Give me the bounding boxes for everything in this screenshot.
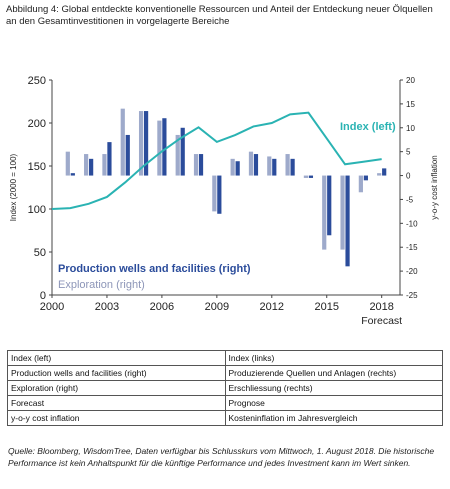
production-bar [180, 127, 185, 176]
production-bar [217, 175, 222, 214]
x-tick-label: 2000 [40, 301, 64, 313]
right-tick-label: 5 [406, 148, 411, 157]
x-tick-label: 2018 [369, 301, 393, 313]
table-cell-de: Erschliessung (rechts) [224, 380, 443, 396]
production-bar [107, 142, 112, 176]
production-bar [125, 134, 130, 176]
x-tick-label: 2003 [95, 301, 119, 313]
right-tick-label: 10 [406, 124, 415, 133]
x-tick-label: 2009 [205, 301, 229, 313]
chart: 0 50 100 150 200 250 -25 -20 -15 -10 -5 0 5 10 15 20 200… [9, 75, 439, 327]
table-row: Forecast Prognose [7, 395, 443, 411]
production-bar [382, 168, 387, 176]
exploration-bar [175, 134, 180, 176]
index-line-label: Index (left) [340, 121, 396, 133]
left-tick-label: 200 [28, 118, 46, 130]
figure-title: Abbildung 4: Global entdeckte konvention… [6, 4, 433, 27]
right-tick-label: 0 [406, 172, 411, 181]
right-tick-label: 20 [406, 76, 415, 85]
exploration-bar [65, 151, 70, 176]
production-bar [327, 175, 332, 236]
left-tick-label: 150 [28, 161, 46, 173]
left-tick-label: 100 [28, 204, 46, 216]
exploration-bar [285, 154, 290, 176]
table-row: Production wells and facilities (right) … [7, 365, 443, 381]
production-bar [235, 161, 240, 176]
table-cell-en: Production wells and facilities (right) [7, 365, 226, 381]
production-bar [70, 173, 75, 176]
production-bar [290, 158, 295, 176]
forecast-label: Forecast [361, 315, 402, 327]
table-cell-de: Index (links) [224, 350, 443, 366]
exploration-bar [212, 175, 217, 212]
table-cell-en: Exploration (right) [7, 380, 226, 396]
exploration-series-label: Exploration (right) [58, 279, 145, 291]
table-cell-de: Prognose [224, 395, 443, 411]
table-cell-de: Produzierende Quellen und Anlagen (recht… [224, 365, 443, 381]
exploration-bar [267, 156, 272, 176]
table-row: Exploration (right) Erschliessung (recht… [7, 380, 443, 396]
left-axis-title: Index (2000 = 100) [9, 153, 18, 221]
exploration-bar [358, 175, 363, 193]
table-cell-en: Forecast [7, 395, 226, 411]
exploration-bar [157, 120, 162, 176]
exploration-bar [230, 158, 235, 176]
table-cell-en: Index (left) [7, 350, 226, 366]
exploration-bar [193, 154, 199, 176]
production-bar [198, 154, 204, 176]
production-bar [272, 158, 277, 176]
exploration-bar [303, 175, 309, 178]
production-bar [363, 175, 368, 181]
exploration-bar [102, 154, 107, 176]
production-bar [89, 158, 94, 176]
table-row: y-o-y cost inflation Kosteninflation im … [7, 410, 443, 426]
production-bar [345, 175, 350, 267]
exploration-bar [340, 175, 345, 250]
exploration-bar [322, 175, 327, 250]
production-bar [162, 118, 167, 176]
x-tick-label: 2012 [260, 301, 284, 313]
production-bar [143, 111, 149, 176]
exploration-bar [120, 108, 125, 176]
exploration-bar [248, 151, 254, 176]
right-tick-label: -25 [406, 291, 418, 300]
right-tick-label: -15 [406, 243, 418, 252]
right-tick-label: 15 [406, 100, 415, 109]
left-tick-label: 0 [40, 290, 46, 302]
right-axis-title: y-o-y cost inflation [430, 155, 439, 219]
exploration-bar [84, 154, 89, 176]
right-tick-label: -20 [406, 267, 418, 276]
left-tick-label: 50 [34, 247, 46, 259]
index-line [51, 111, 382, 210]
left-tick-label: 250 [28, 75, 46, 87]
production-bar [308, 175, 314, 178]
table-row: Index (left) Index (links) [7, 350, 443, 366]
source-note: Quelle: Bloomberg, WisdomTree, Daten ver… [8, 446, 435, 468]
production-bar [253, 154, 259, 176]
table-cell-de: Kosteninflation im Jahresvergleich [224, 410, 443, 426]
exploration-bar [377, 173, 382, 176]
legend-translation-table: Index (left) Index (links) Production we… [7, 350, 443, 426]
x-tick-label: 2015 [314, 301, 338, 313]
right-tick-label: -5 [406, 195, 414, 204]
x-tick-label: 2006 [150, 301, 174, 313]
exploration-bar [138, 111, 144, 176]
right-tick-label: -10 [406, 219, 418, 228]
table-cell-en: y-o-y cost inflation [7, 410, 226, 426]
production-series-label: Production wells and facilities (right) [58, 263, 251, 275]
